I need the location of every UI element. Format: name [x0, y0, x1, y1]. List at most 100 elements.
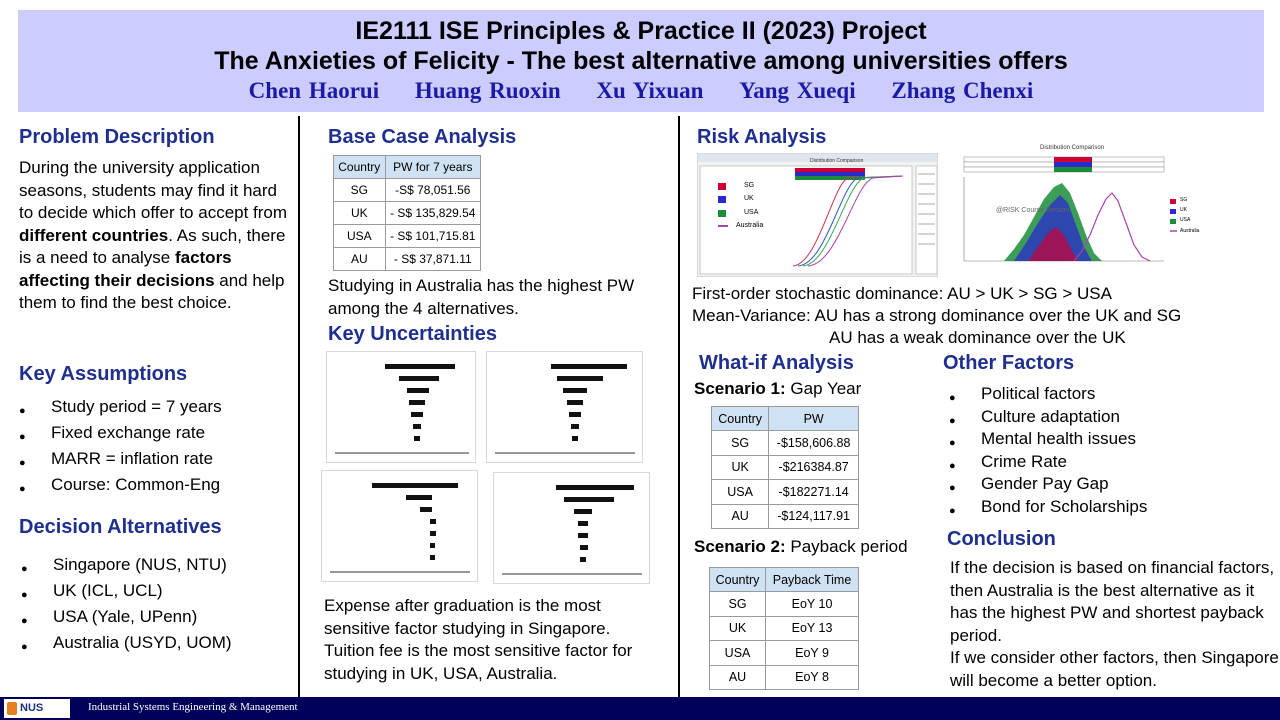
column-header: Country: [333, 155, 386, 179]
legend-label-uk: UK: [1180, 207, 1187, 213]
chart-title: Distribution Comparison: [1040, 145, 1105, 151]
legend-label-sg: SG: [744, 182, 755, 189]
institution-name: Industrial Systems Engineering & Managem…: [88, 701, 298, 713]
nus-logo: NUS: [4, 699, 70, 718]
table-cell: UK: [710, 454, 770, 480]
assumptions-list: Study period = 7 years Fixed exchange ra…: [19, 394, 222, 502]
table-cell: - S$ 101,715.81: [384, 224, 482, 248]
chart-title: Distribution Comparison: [810, 158, 864, 164]
legend-label-usa: USA: [1180, 217, 1191, 223]
table-cell: USA: [710, 479, 770, 505]
legend-label-usa: USA: [744, 209, 759, 216]
author-list: Chen Haorui Huang Ruoxin Xu Yixuan Yang …: [18, 76, 1264, 106]
table-cell: EoY 9: [765, 640, 859, 666]
scenario2-table: Country Payback Time SG EoY 10 UK EoY 13 US…: [708, 567, 859, 690]
tornado-chart-usa: [321, 470, 478, 582]
conclusion-paragraph: If the decision is based on financial fa…: [950, 558, 1275, 645]
table-cell: UK: [333, 201, 386, 225]
conclusion-paragraph: If we consider other factors, then Singa…: [950, 648, 1279, 690]
uncertainties-note: Expense after graduation is the most sen…: [324, 596, 633, 683]
base-case-note: Studying in Australia has the highest PW…: [328, 276, 635, 318]
table-cell: -$182271.14: [768, 479, 859, 505]
risk-cdf-chart: Distribution Comparison SG UK USA Austra…: [697, 153, 938, 277]
other-factors-list: Political factors Culture adaptation Men…: [949, 383, 1147, 522]
problem-heading: Problem Description: [19, 126, 215, 148]
risk-line2: Mean-Variance: AU has a strong dominance…: [692, 306, 1182, 325]
list-item: Political factors: [949, 383, 1147, 409]
table-cell: -$124,117.91: [768, 503, 859, 529]
column-divider: [678, 116, 680, 697]
list-item: Bond for Scholarships: [949, 496, 1147, 522]
column-header: Country: [710, 406, 770, 431]
list-item: MARR = inflation rate: [19, 446, 222, 476]
list-item: Crime Rate: [949, 451, 1147, 477]
legend-label-au: Australia: [736, 222, 764, 229]
column-header: PW for 7 years: [384, 155, 482, 179]
list-item: Study period = 7 years: [19, 394, 222, 424]
list-item: Singapore (NUS, NTU): [21, 552, 232, 582]
author: Yang Xueqi: [739, 78, 856, 103]
table-cell: - S$ 135,829.54: [384, 201, 482, 225]
column-header: Country: [708, 567, 767, 592]
tornado-chart-au: [493, 472, 650, 584]
poster-header: IE2111 ISE Principles & Practice II (202…: [18, 10, 1264, 112]
legend-label-sg: SG: [1180, 197, 1188, 203]
list-item: UK (ICL, UCL): [21, 578, 232, 608]
table-cell: USA: [333, 224, 386, 248]
other-factors-heading: Other Factors: [943, 352, 1075, 374]
scenario1-title: Scenario 1: Gap Year: [694, 379, 862, 398]
poster-title-line1: IE2111 ISE Principles & Practice II (202…: [355, 17, 927, 45]
conclusion-text: If the decision is based on financial fa…: [950, 557, 1280, 692]
table-cell: SG: [333, 178, 386, 202]
column-header: Payback Time: [765, 567, 859, 592]
scenario1-table: Country PW SG -$158,606.88 UK -$216384.87 U…: [710, 406, 859, 529]
legend-label-uk: UK: [744, 195, 754, 202]
table-cell: -$158,606.88: [768, 430, 859, 456]
table-cell: SG: [710, 430, 770, 456]
uncertainties-heading: Key Uncertainties: [328, 323, 497, 345]
scenario2-title: Scenario 2: Payback period: [694, 537, 908, 556]
author: Zhang Chenxi: [891, 78, 1034, 103]
table-cell: USA: [708, 640, 767, 666]
column-divider: [298, 116, 300, 697]
table-cell: EoY 13: [765, 615, 859, 641]
author: Chen Haorui: [248, 78, 380, 103]
whatif-heading: What-if Analysis: [699, 352, 854, 374]
risk-heading: Risk Analysis: [697, 126, 827, 148]
legend-label-au: Australia: [1180, 228, 1200, 234]
table-cell: - S$ 37,871.11: [384, 247, 482, 271]
table-cell: -$216384.87: [768, 454, 859, 480]
list-item: Gender Pay Gap: [949, 473, 1147, 499]
tornado-chart-uk: [486, 351, 643, 463]
problem-text: During the university application season…: [19, 158, 288, 312]
alternatives-heading: Decision Alternatives: [19, 516, 222, 538]
footer-bar: NUS Industrial Systems Engineering & Man…: [0, 697, 1280, 720]
table-cell: EoY 8: [765, 664, 859, 690]
table-cell: -S$ 78,051.56: [384, 178, 482, 202]
tornado-chart-sg: [326, 351, 476, 463]
table-cell: AU: [710, 503, 770, 529]
risk-line1: First-order stochastic dominance: AU > U…: [692, 284, 1112, 303]
risk-line3: AU has a weak dominance over the UK: [829, 328, 1126, 347]
table-cell: AU: [333, 247, 386, 271]
base-case-table: Country PW for 7 years SG -S$ 78,051.56 UK…: [333, 155, 482, 271]
list-item: Culture adaptation: [949, 406, 1147, 432]
list-item: Fixed exchange rate: [19, 420, 222, 450]
author: Xu Yixuan: [596, 78, 704, 103]
list-item: Australia (USYD, UOM): [21, 630, 232, 660]
assumptions-heading: Key Assumptions: [19, 363, 188, 385]
chart-watermark: @RISK Course Version: [996, 207, 1070, 214]
table-cell: EoY 10: [765, 591, 859, 617]
table-cell: UK: [708, 615, 767, 641]
alternatives-list: Singapore (NUS, NTU) UK (ICL, UCL) USA (…: [21, 552, 232, 660]
list-item: Course: Common-Eng: [19, 472, 222, 502]
table-cell: AU: [708, 664, 767, 690]
column-header: PW: [768, 406, 859, 431]
author: Huang Ruoxin: [414, 78, 561, 103]
conclusion-heading: Conclusion: [947, 528, 1056, 550]
base-case-heading: Base Case Analysis: [328, 126, 517, 148]
risk-histogram-chart: Distribution Comparison @RISK Course Ver…: [944, 143, 1207, 278]
poster-title-line2: The Anxieties of Felicity - The best alt…: [214, 47, 1068, 75]
table-cell: SG: [708, 591, 767, 617]
list-item: Mental health issues: [949, 428, 1147, 454]
